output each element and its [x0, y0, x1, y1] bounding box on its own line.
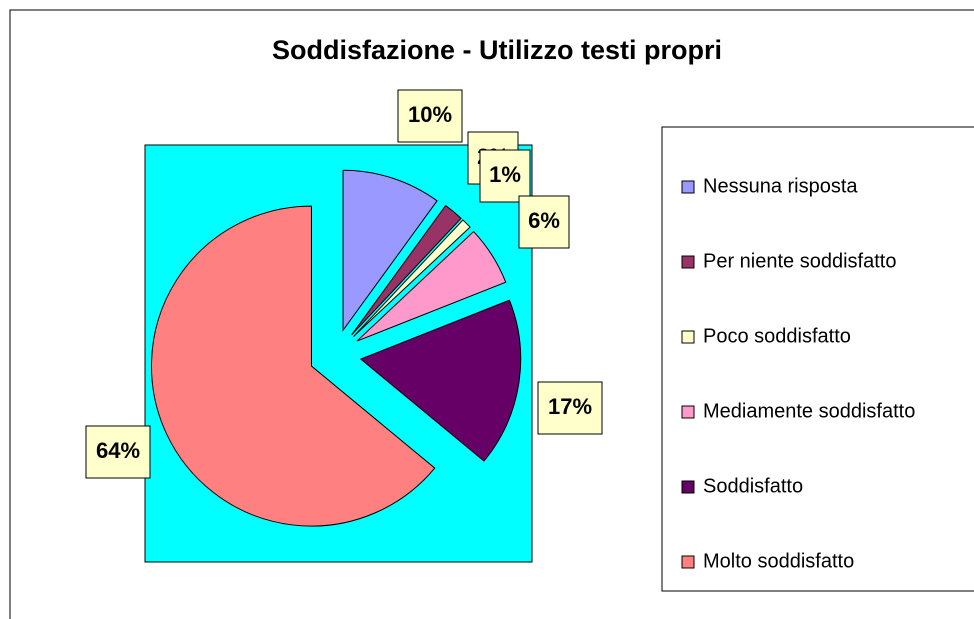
legend-swatch — [681, 405, 695, 419]
pie — [150, 169, 522, 527]
data-label-box — [537, 381, 603, 435]
legend-label: Mediamente soddisfatto — [703, 400, 915, 422]
data-label: 10% — [408, 102, 452, 127]
chart-title: Soddisfazione - Utilizzo testi propri — [272, 35, 722, 65]
data-labels: 10%2%1%6%17%64% — [85, 89, 603, 479]
data-label-box — [85, 425, 151, 479]
pie-slice — [359, 299, 522, 462]
legend-label: Soddisfatto — [703, 475, 803, 497]
legend-swatch — [681, 330, 695, 344]
pie-slice — [353, 219, 471, 337]
legend-items: Nessuna risposta Per niente soddisfatto Po… — [681, 175, 915, 572]
legend-label: Nessuna risposta — [703, 175, 858, 197]
data-label: 17% — [548, 394, 592, 419]
data-label: 64% — [96, 438, 140, 463]
pie-slice — [351, 204, 462, 336]
data-label: 6% — [528, 208, 560, 233]
data-label-box — [397, 89, 463, 143]
data-label-box — [479, 149, 531, 203]
legend-swatch — [681, 555, 695, 569]
legend — [661, 126, 974, 592]
data-label-box — [518, 195, 570, 249]
pie-slice — [342, 169, 438, 332]
legend-swatch — [681, 480, 695, 494]
pie-slice — [150, 205, 436, 527]
legend-swatch — [681, 255, 695, 269]
legend-swatch — [681, 180, 695, 194]
pie-slice — [356, 230, 507, 342]
legend-label: Poco soddisfatto — [703, 325, 851, 347]
data-label: 1% — [489, 162, 521, 187]
legend-label: Molto soddisfatto — [703, 550, 854, 572]
legend-label: Per niente soddisfatto — [703, 250, 896, 272]
